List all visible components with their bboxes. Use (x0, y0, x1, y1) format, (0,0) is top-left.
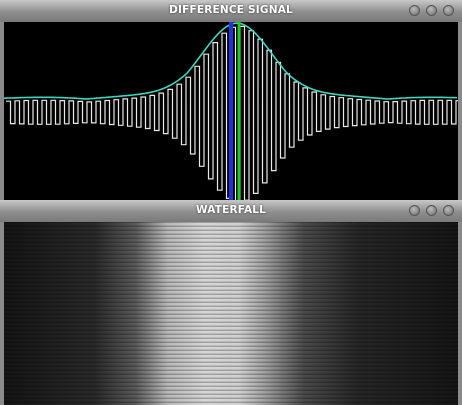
close-button[interactable] (443, 5, 454, 16)
minimize-button[interactable] (409, 205, 420, 216)
desktop: DIFFERENCE SIGNAL WATERFALL (() => { con… (0, 0, 462, 405)
maximize-button[interactable] (426, 5, 437, 16)
window: DIFFERENCE SIGNAL (0, 0, 462, 200)
window-title: WATERFALL (0, 204, 462, 216)
waterfall-display (4, 222, 458, 405)
window: WATERFALL (0, 200, 462, 405)
window-buttons (409, 205, 454, 216)
title-bar: DIFFERENCE SIGNAL (0, 0, 462, 22)
minimize-button[interactable] (409, 5, 420, 16)
signal-plot (4, 22, 458, 200)
window-buttons (409, 5, 454, 16)
maximize-button[interactable] (426, 205, 437, 216)
title-bar: WATERFALL (0, 200, 462, 222)
close-button[interactable] (443, 205, 454, 216)
window-title: DIFFERENCE SIGNAL (0, 4, 462, 16)
